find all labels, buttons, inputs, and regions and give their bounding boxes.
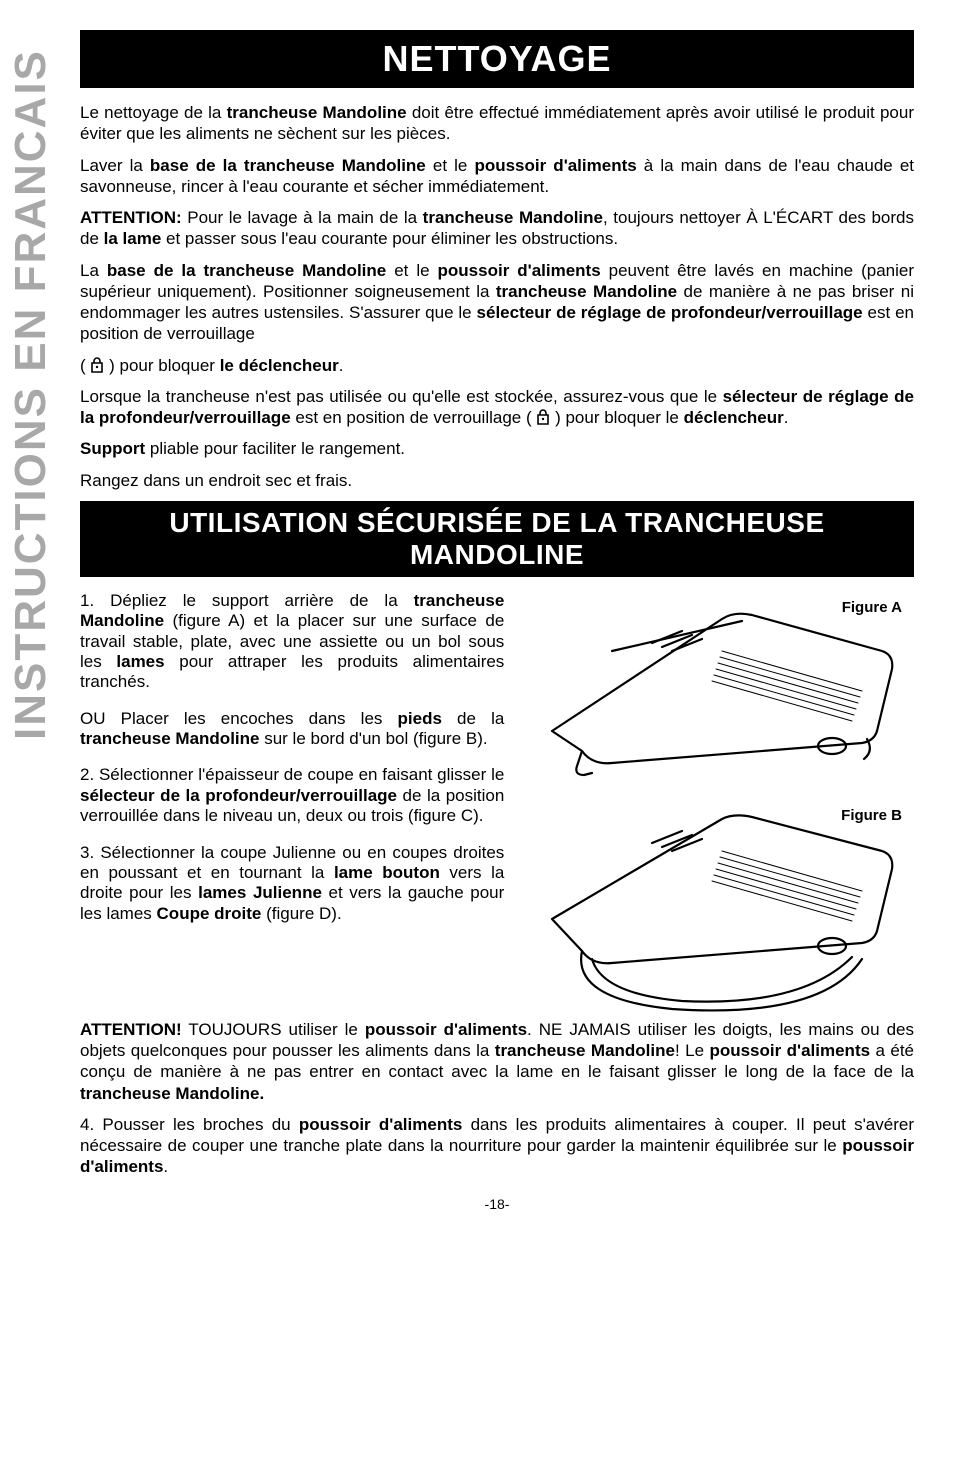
text-bold: trancheuse Mandoline. [80, 1084, 264, 1103]
text-bold: lames [116, 652, 164, 671]
steps-column: 1. Dépliez le support arrière de la tran… [80, 591, 504, 940]
text-bold: trancheuse Mandoline [80, 729, 259, 748]
text: ( [80, 356, 90, 375]
text: 2. Sélectionner l'épaisseur de coupe en … [80, 765, 504, 784]
text-bold: poussoir d'aliments [709, 1041, 870, 1060]
sidebar-vertical-label: INSTRUCTIONS EN FRANCAIS [6, 49, 56, 740]
text: TOUJOURS utiliser le [182, 1020, 365, 1039]
cleaning-para-6: Lorsque la trancheuse n'est pas utilisée… [80, 386, 914, 429]
text-bold: Coupe droite [157, 904, 262, 923]
text-bold: trancheuse Mandoline [227, 103, 407, 122]
text-bold: lames Julienne [198, 883, 322, 902]
cleaning-para-5: ( ) pour bloquer le déclencheur. [80, 355, 914, 376]
text-bold: trancheuse Mandoline [423, 208, 603, 227]
text: ! Le [675, 1041, 709, 1060]
text: . [339, 356, 344, 375]
lock-icon [90, 357, 104, 373]
text: de la [442, 709, 504, 728]
step-3: 3. Sélectionner la coupe Julienne ou en … [80, 843, 504, 925]
text-bold: la lame [104, 229, 162, 248]
text-bold: base de la trancheuse Mandoline [107, 261, 386, 280]
text-bold: sélecteur de réglage de profondeur/verro… [477, 303, 863, 322]
figures-column: Figure A Figure B [522, 591, 914, 1019]
text-bold: lame bouton [334, 863, 440, 882]
text-bold: Support [80, 439, 145, 458]
text: Lorsque la trancheuse n'est pas utilisée… [80, 387, 723, 406]
text-bold: trancheuse Mandoline [496, 282, 677, 301]
text: (figure D). [261, 904, 341, 923]
text-bold: poussoir d'aliments [299, 1115, 462, 1134]
cleaning-para-8: Rangez dans un endroit sec et frais. [80, 470, 914, 491]
text: . [163, 1157, 168, 1176]
text: est en position de verrouillage ( [291, 408, 537, 427]
text: et le [426, 156, 475, 175]
text: et passer sous l'eau courante pour élimi… [161, 229, 618, 248]
text-bold: trancheuse Mandoline [495, 1041, 675, 1060]
heading-nettoyage: NETTOYAGE [80, 30, 914, 88]
text-bold: déclencheur [684, 408, 784, 427]
lock-icon [536, 409, 550, 425]
figure-b: Figure B [522, 799, 914, 1019]
text: Laver la [80, 156, 150, 175]
text: La [80, 261, 107, 280]
text-bold: pieds [398, 709, 442, 728]
attention-label: ATTENTION: [80, 208, 182, 227]
cleaning-para-3: ATTENTION: Pour le lavage à la main de l… [80, 207, 914, 250]
cleaning-para-4: La base de la trancheuse Mandoline et le… [80, 260, 914, 345]
text-bold: base de la trancheuse Mandoline [150, 156, 426, 175]
text: ) pour bloquer [104, 356, 219, 375]
text-bold: poussoir d'aliments [474, 156, 636, 175]
text: 1. Dépliez le support arrière de la [80, 591, 414, 610]
step-or: OU Placer les encoches dans les pieds de… [80, 709, 504, 750]
step-1: 1. Dépliez le support arrière de la tran… [80, 591, 504, 693]
text: Pour le lavage à la main de la [182, 208, 423, 227]
mandoline-illustration-a [522, 591, 902, 781]
text: et le [386, 261, 437, 280]
text: OU Placer les encoches dans les [80, 709, 398, 728]
page-number: -18- [80, 1196, 914, 1212]
text-bold: sélecteur de la profondeur/verrouillage [80, 786, 397, 805]
attention-warning: ATTENTION! TOUJOURS utiliser le poussoir… [80, 1019, 914, 1104]
step-2: 2. Sélectionner l'épaisseur de coupe en … [80, 765, 504, 826]
figure-a-label: Figure A [842, 599, 902, 616]
figure-b-label: Figure B [841, 807, 902, 824]
text-bold: poussoir d'aliments [438, 261, 601, 280]
step-4: 4. Pousser les broches du poussoir d'ali… [80, 1114, 914, 1178]
cleaning-para-7: Support pliable pour faciliter le rangem… [80, 438, 914, 459]
mandoline-illustration-b [522, 799, 902, 1019]
cleaning-para-2: Laver la base de la trancheuse Mandoline… [80, 155, 914, 198]
text: ) pour bloquer le [550, 408, 683, 427]
text: sur le bord d'un bol (figure B). [259, 729, 487, 748]
attention-label: ATTENTION! [80, 1020, 182, 1039]
text: pliable pour faciliter le rangement. [145, 439, 405, 458]
text-bold: le déclencheur [220, 356, 339, 375]
heading-utilisation: UTILISATION SÉCURISÉE DE LA TRANCHEUSE M… [80, 501, 914, 577]
cleaning-para-1: Le nettoyage de la trancheuse Mandoline … [80, 102, 914, 145]
text: 4. Pousser les broches du [80, 1115, 299, 1134]
figure-a: Figure A [522, 591, 914, 781]
text: Le nettoyage de la [80, 103, 227, 122]
text-bold: poussoir d'aliments [365, 1020, 527, 1039]
text: . [784, 408, 789, 427]
